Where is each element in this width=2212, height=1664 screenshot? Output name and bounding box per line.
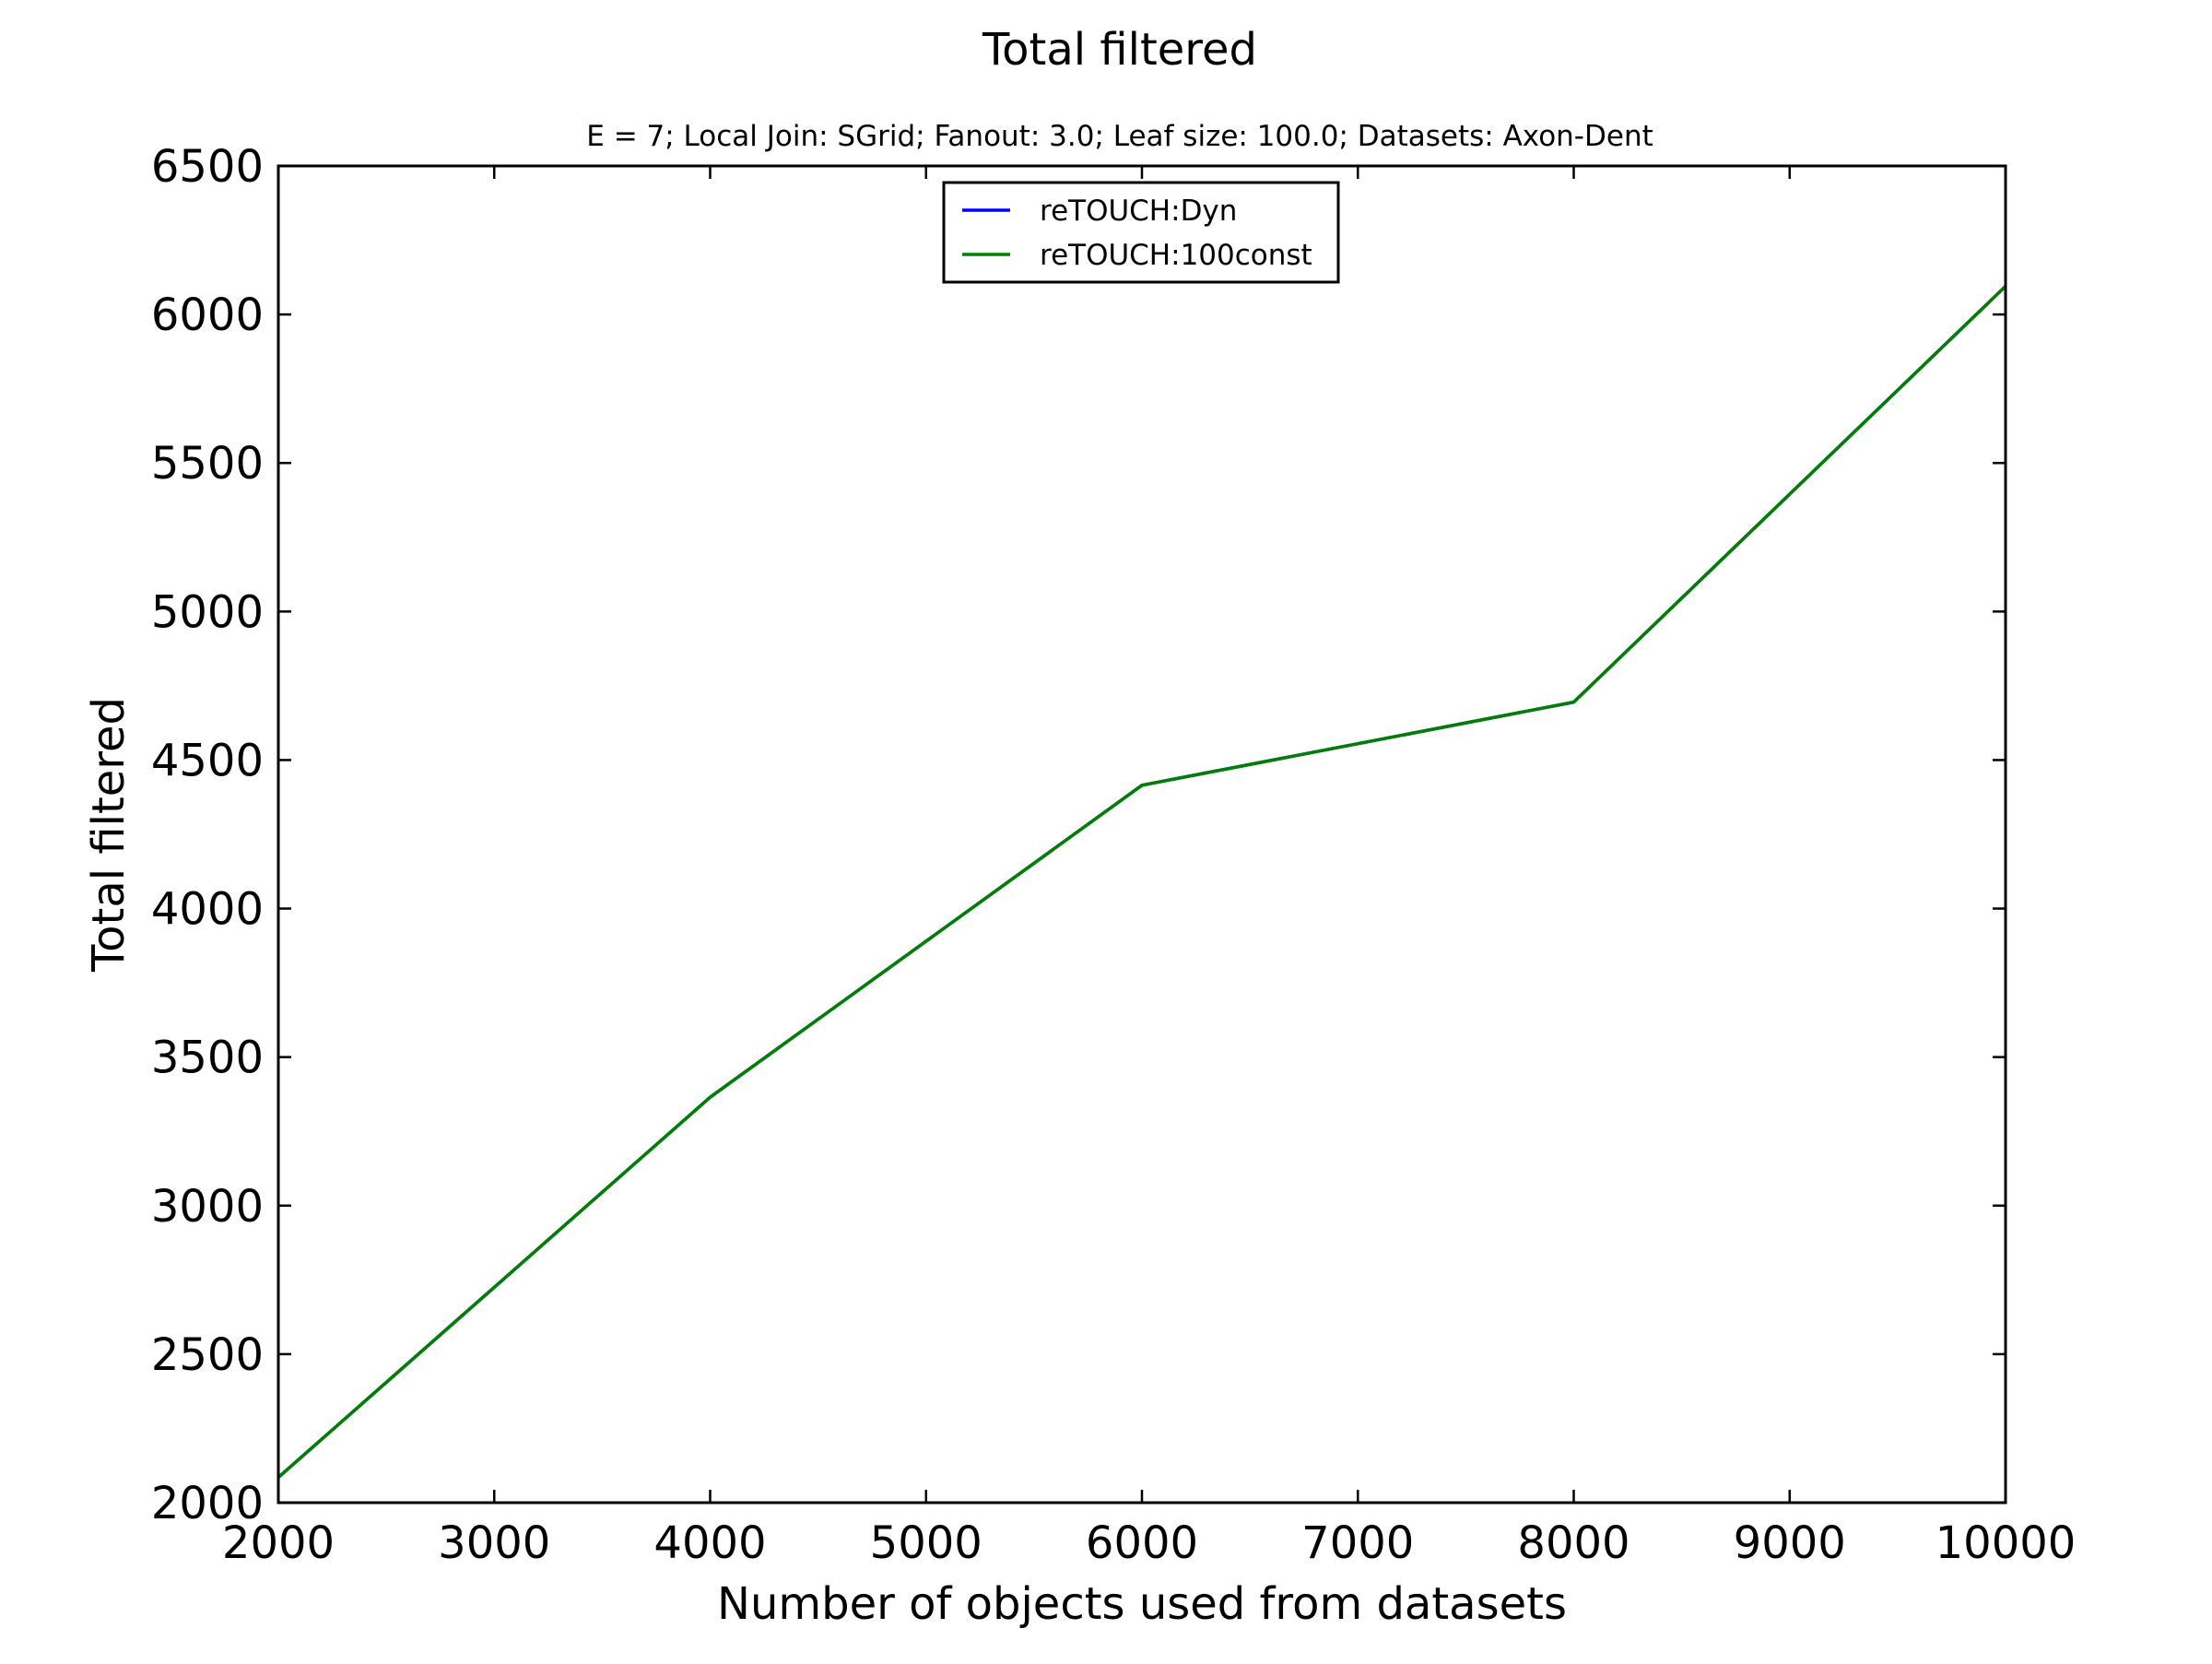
x-tick-label: 10000 <box>1936 1517 2077 1569</box>
chart-subtitle: E = 7; Local Join: SGrid; Fanout: 3.0; L… <box>586 120 1653 153</box>
y-tick-label: 5000 <box>151 586 264 638</box>
y-tick-label: 2500 <box>151 1329 264 1381</box>
x-tick-label: 2000 <box>222 1517 335 1569</box>
x-axis-label: Number of objects used from datasets <box>717 1578 1567 1630</box>
legend-label: reTOUCH:100const <box>1040 239 1312 272</box>
x-axis: 2000 3000 4000 5000 6000 7000 8000 9000 10000 <box>222 166 2076 1569</box>
series-line-1 <box>278 287 2006 1478</box>
x-tick-label: 5000 <box>870 1517 982 1569</box>
x-tick-label: 4000 <box>653 1517 766 1569</box>
y-tick-label: 5500 <box>151 438 264 490</box>
x-tick-label: 6000 <box>1086 1517 1198 1569</box>
y-tick-label: 4500 <box>151 735 264 786</box>
y-tick-label: 6500 <box>151 141 264 193</box>
x-tick-label: 7000 <box>1301 1517 1414 1569</box>
legend: reTOUCH:Dyn reTOUCH:100const <box>944 183 1338 282</box>
y-tick-label: 3500 <box>151 1033 264 1084</box>
plot-frame <box>278 166 2006 1503</box>
y-tick-label: 4000 <box>151 884 264 936</box>
chart-title: Total filtered <box>982 24 1257 76</box>
series-line-0 <box>278 287 2006 1478</box>
y-axis-label: Total filtered <box>83 697 135 973</box>
plot-series <box>278 286 2006 1477</box>
x-tick-label: 8000 <box>1517 1517 1630 1569</box>
x-tick-label: 3000 <box>438 1517 550 1569</box>
y-tick-label: 3000 <box>151 1181 264 1233</box>
x-tick-label: 9000 <box>1734 1517 1846 1569</box>
y-tick-label: 6000 <box>151 289 264 341</box>
legend-label: reTOUCH:Dyn <box>1040 195 1237 228</box>
